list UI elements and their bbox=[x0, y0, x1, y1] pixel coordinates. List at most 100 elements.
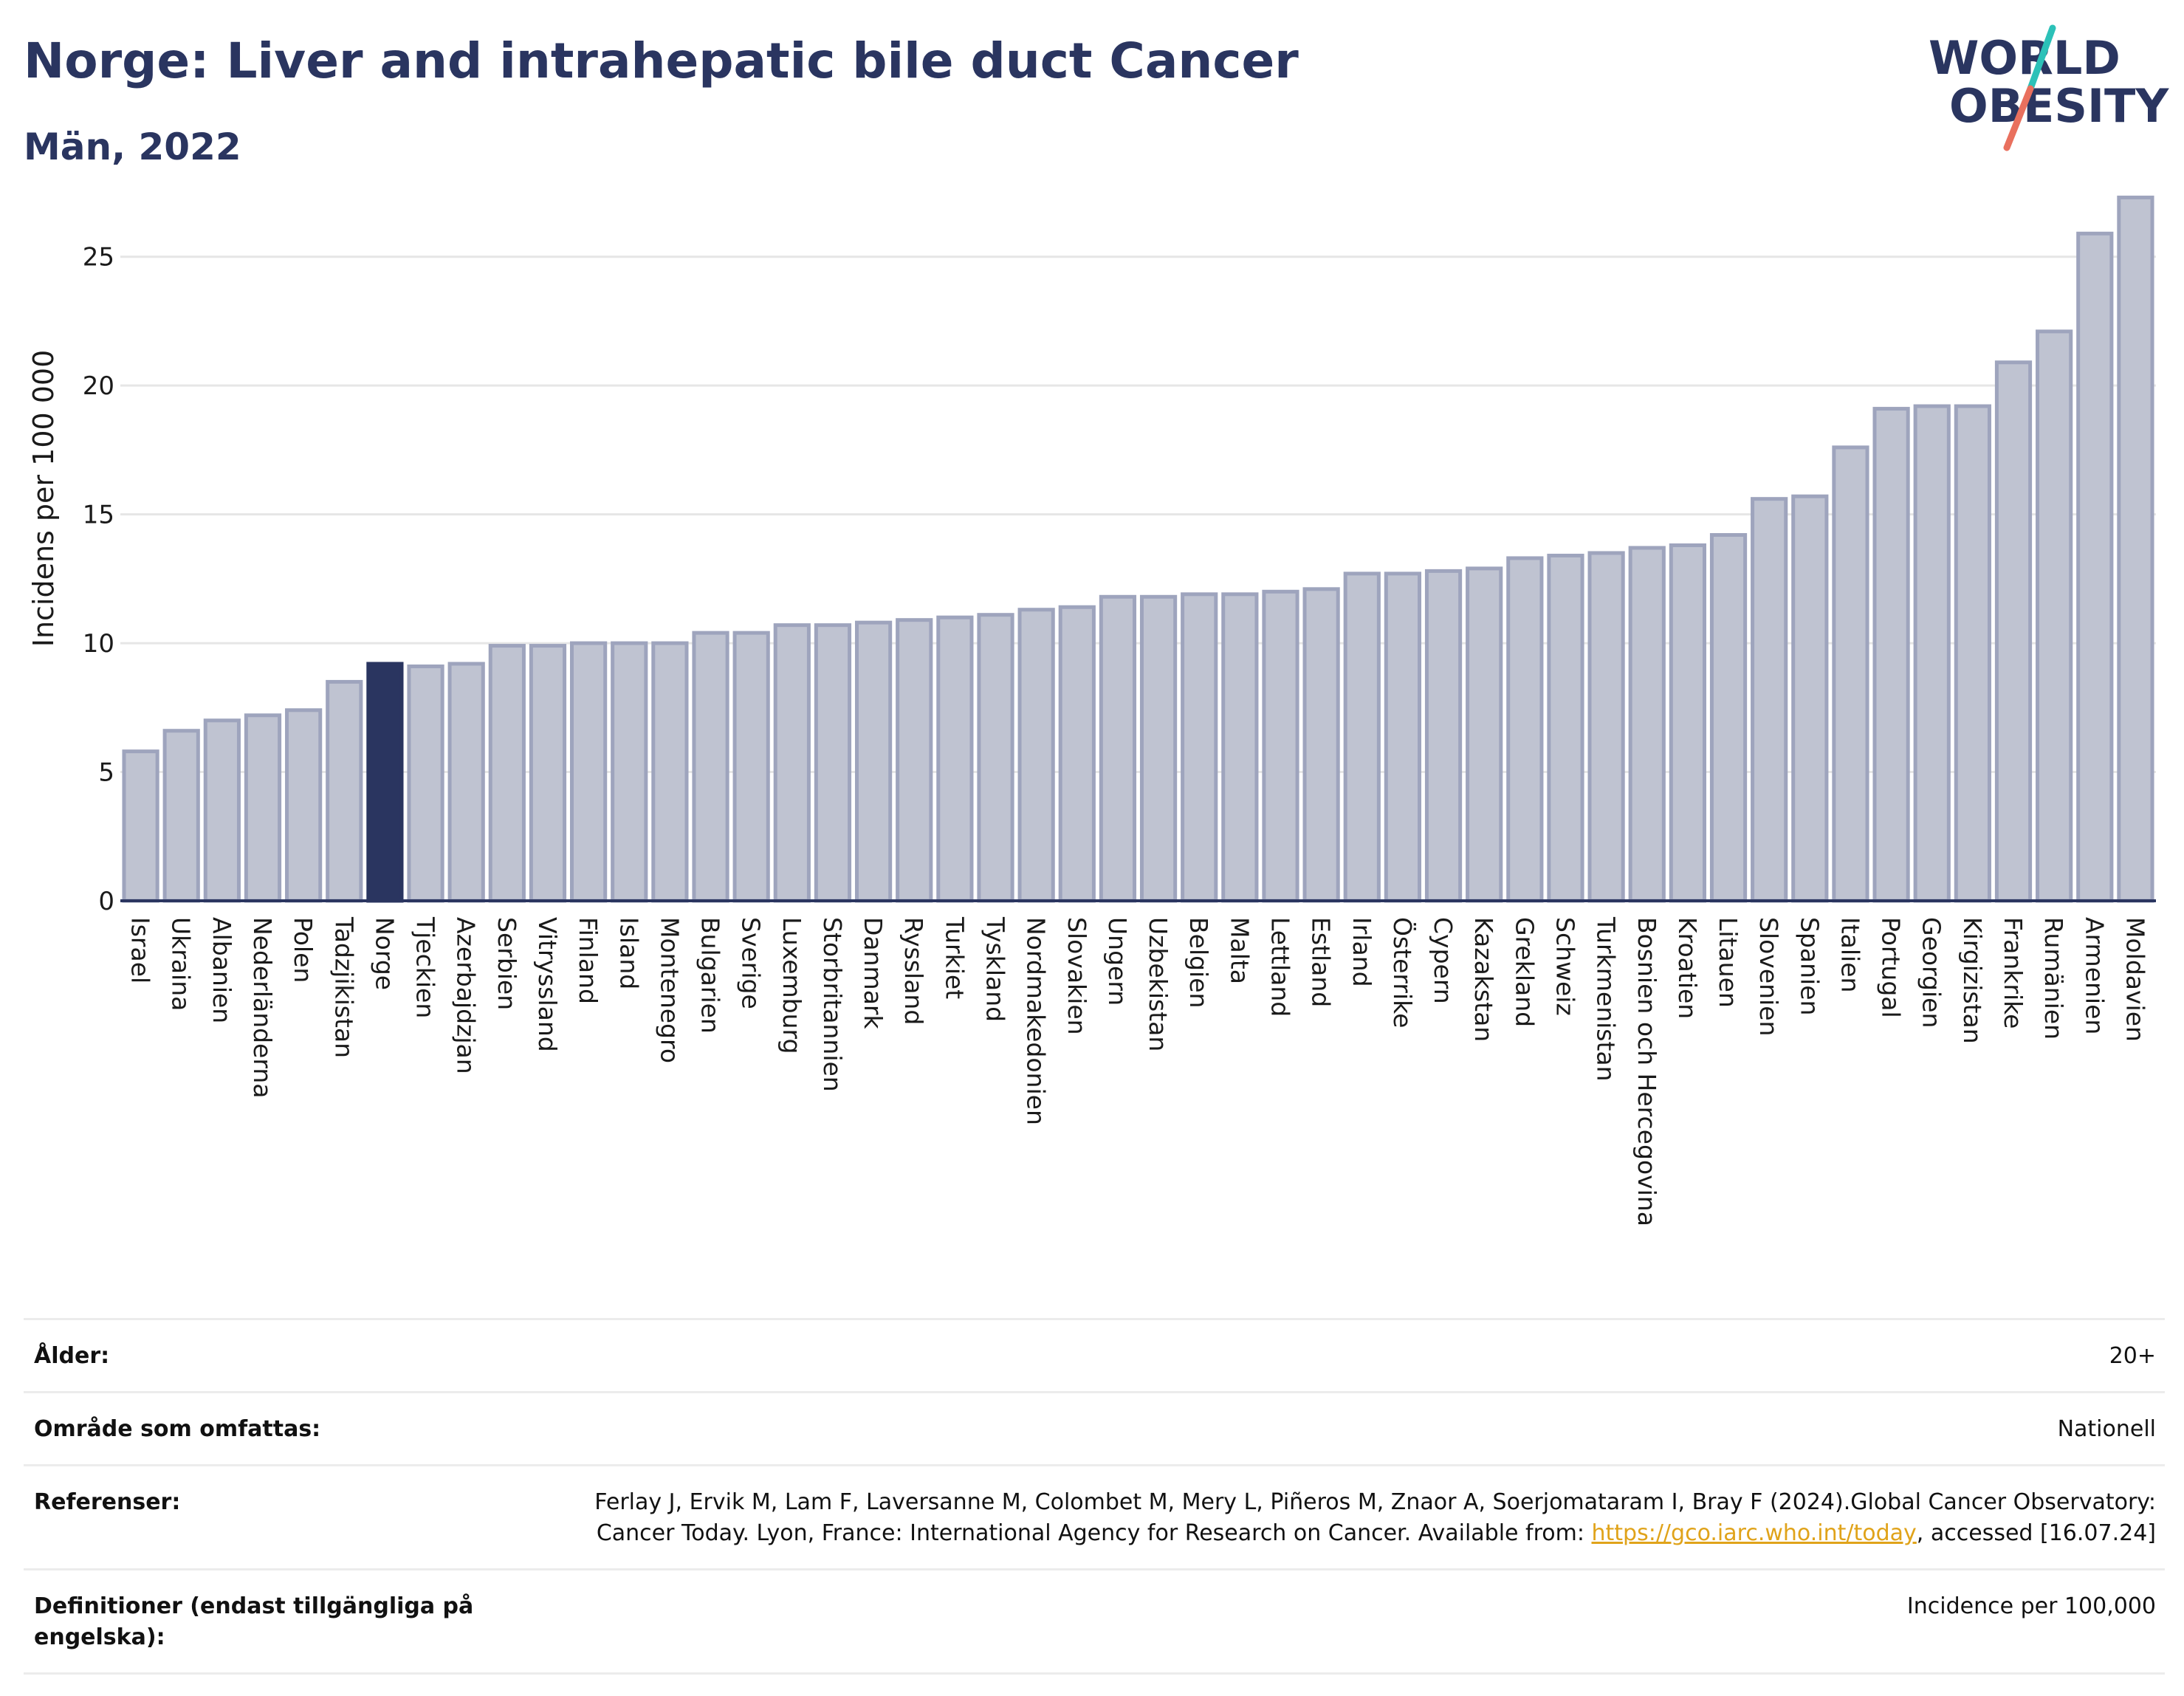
y-tick-label: 10 bbox=[83, 629, 114, 659]
bar bbox=[1669, 543, 1706, 903]
info-label: Område som omfattas: bbox=[34, 1416, 321, 1442]
logo-word-obesity: OBESITY bbox=[1949, 79, 2169, 133]
x-tick-label: Ryssland bbox=[899, 917, 928, 1025]
x-tick-label: Ukraina bbox=[167, 917, 196, 1011]
x-tick-label: Italien bbox=[1836, 917, 1864, 992]
bar bbox=[1913, 404, 1951, 903]
bar bbox=[936, 615, 974, 903]
info-value: 20+ bbox=[2109, 1343, 2156, 1369]
info-table: Ålder: 20+ Område som omfattas: Nationel… bbox=[24, 1318, 2165, 1675]
bar bbox=[1506, 556, 1544, 903]
x-tick-label: Spanien bbox=[1795, 917, 1824, 1015]
x-tick-label: Montenegro bbox=[655, 917, 684, 1063]
x-tick-label: Uzbekistan bbox=[1144, 917, 1172, 1051]
x-tick-label: Serbien bbox=[492, 917, 521, 1010]
x-tick-label: Kazakstan bbox=[1469, 917, 1498, 1042]
bar bbox=[1751, 497, 1788, 903]
x-tick-label: Bulgarien bbox=[696, 917, 725, 1034]
bar bbox=[1099, 594, 1137, 903]
x-tick-label: Polen bbox=[289, 917, 317, 983]
bar bbox=[773, 623, 811, 903]
logo-slash-teal bbox=[2027, 24, 2056, 92]
x-tick-label: Luxemburg bbox=[777, 917, 806, 1054]
chart-title: Norge: Liver and intrahepatic bile duct … bbox=[24, 32, 1299, 89]
x-tick-label: Slovenien bbox=[1754, 917, 1783, 1036]
x-tick-label: Rumänien bbox=[2039, 917, 2068, 1040]
info-label: Ålder: bbox=[34, 1343, 110, 1369]
bar bbox=[2036, 329, 2073, 903]
x-tick-label: Nederländerna bbox=[248, 917, 277, 1099]
bar bbox=[285, 708, 323, 903]
x-tick-label: Moldavien bbox=[2121, 917, 2149, 1042]
bar bbox=[1181, 592, 1218, 903]
info-value: Ferlay J, Ervik M, Lam F, Laversanne M, … bbox=[569, 1487, 2156, 1549]
reference-link[interactable]: https://gco.iarc.who.int/today bbox=[1591, 1520, 1917, 1546]
info-row-references: Referenser: Ferlay J, Ervik M, Lam F, La… bbox=[24, 1464, 2165, 1568]
bar bbox=[488, 644, 526, 903]
info-row-age: Ålder: 20+ bbox=[24, 1318, 2165, 1391]
x-tick-label: Tyskland bbox=[981, 916, 1010, 1022]
x-tick-label: Turkiet bbox=[940, 916, 969, 999]
bar bbox=[1262, 589, 1299, 903]
x-tick-label: Ungern bbox=[1103, 917, 1132, 1006]
x-tick-label: Norge bbox=[370, 917, 399, 990]
world-obesity-logo: WORLD OBESITY bbox=[1929, 24, 2169, 151]
logo-word-world: WORLD bbox=[1929, 31, 2121, 85]
x-tick-label: Kroatien bbox=[1673, 917, 1702, 1019]
bar bbox=[1139, 594, 1178, 903]
bar bbox=[407, 664, 444, 903]
bar bbox=[2117, 195, 2154, 903]
y-tick-label: 5 bbox=[98, 758, 114, 788]
bar bbox=[1832, 445, 1869, 903]
x-tick-label: Portugal bbox=[1877, 917, 1906, 1018]
x-tick-label: Kirgizistan bbox=[1958, 917, 1987, 1044]
bar bbox=[814, 623, 852, 903]
bar bbox=[692, 631, 729, 903]
x-tick-label: Schweiz bbox=[1551, 917, 1579, 1016]
y-tick-label: 20 bbox=[83, 371, 114, 401]
x-tick-label: Grekland bbox=[1510, 917, 1539, 1027]
y-tick-label: 0 bbox=[98, 887, 114, 916]
bar bbox=[2076, 231, 2114, 903]
bar-chart: 0 5 10 15 20 25 Israel Ukraina Albanien Nederlän… bbox=[27, 195, 2156, 1226]
x-tick-label: Nordmakedonien bbox=[1022, 917, 1051, 1125]
bar bbox=[244, 713, 282, 903]
x-tick-label: Finland bbox=[574, 917, 602, 1004]
bar bbox=[162, 729, 200, 903]
x-tick-label: Tadzjikistan bbox=[329, 916, 358, 1058]
bar bbox=[1424, 569, 1463, 903]
x-tick-label: Island bbox=[614, 917, 643, 989]
x-tick-label: Litauen bbox=[1714, 917, 1742, 1008]
bar bbox=[977, 613, 1014, 903]
x-tick-label: Georgien bbox=[1917, 917, 1946, 1028]
bar bbox=[529, 644, 567, 903]
info-label: Definitioner (endast tillgängliga på eng… bbox=[34, 1593, 474, 1650]
x-tick-label: Turkmenistan bbox=[1592, 916, 1621, 1082]
bar bbox=[122, 749, 159, 903]
bar bbox=[1872, 407, 1910, 903]
x-tick-label: Azerbajdzjan bbox=[452, 917, 481, 1074]
bar bbox=[1791, 494, 1829, 903]
bar bbox=[570, 641, 608, 903]
y-axis-label: Incidens per 100 000 bbox=[27, 350, 60, 648]
x-tick-label: Malta bbox=[1225, 917, 1254, 984]
x-tick-label: Israel bbox=[126, 917, 155, 983]
x-tick-label: Frankrike bbox=[1999, 917, 2027, 1029]
x-tick-label: Irland bbox=[1347, 917, 1376, 987]
x-tick-label: Danmark bbox=[859, 917, 887, 1029]
x-tick-label: Cypern bbox=[1429, 917, 1457, 1004]
bar bbox=[1221, 592, 1259, 903]
x-tick-label: Sverige bbox=[737, 917, 766, 1009]
x-tick-label: Lettland bbox=[1266, 917, 1294, 1017]
x-tick-label: Tjeckien bbox=[411, 916, 440, 1018]
x-tick-labels: Israel Ukraina Albanien Nederländerna Polen T… bbox=[126, 916, 2150, 1226]
bar bbox=[1017, 608, 1055, 903]
bar bbox=[1343, 571, 1381, 903]
x-tick-label: Bosnien och Hercegovina bbox=[1632, 917, 1661, 1226]
bar-highlight bbox=[366, 662, 404, 903]
bar bbox=[447, 662, 485, 903]
bar bbox=[611, 641, 648, 903]
bar bbox=[1954, 404, 1991, 903]
info-value: Nationell bbox=[2057, 1416, 2156, 1442]
info-row-definitions: Definitioner (endast tillgängliga på eng… bbox=[24, 1568, 2165, 1675]
